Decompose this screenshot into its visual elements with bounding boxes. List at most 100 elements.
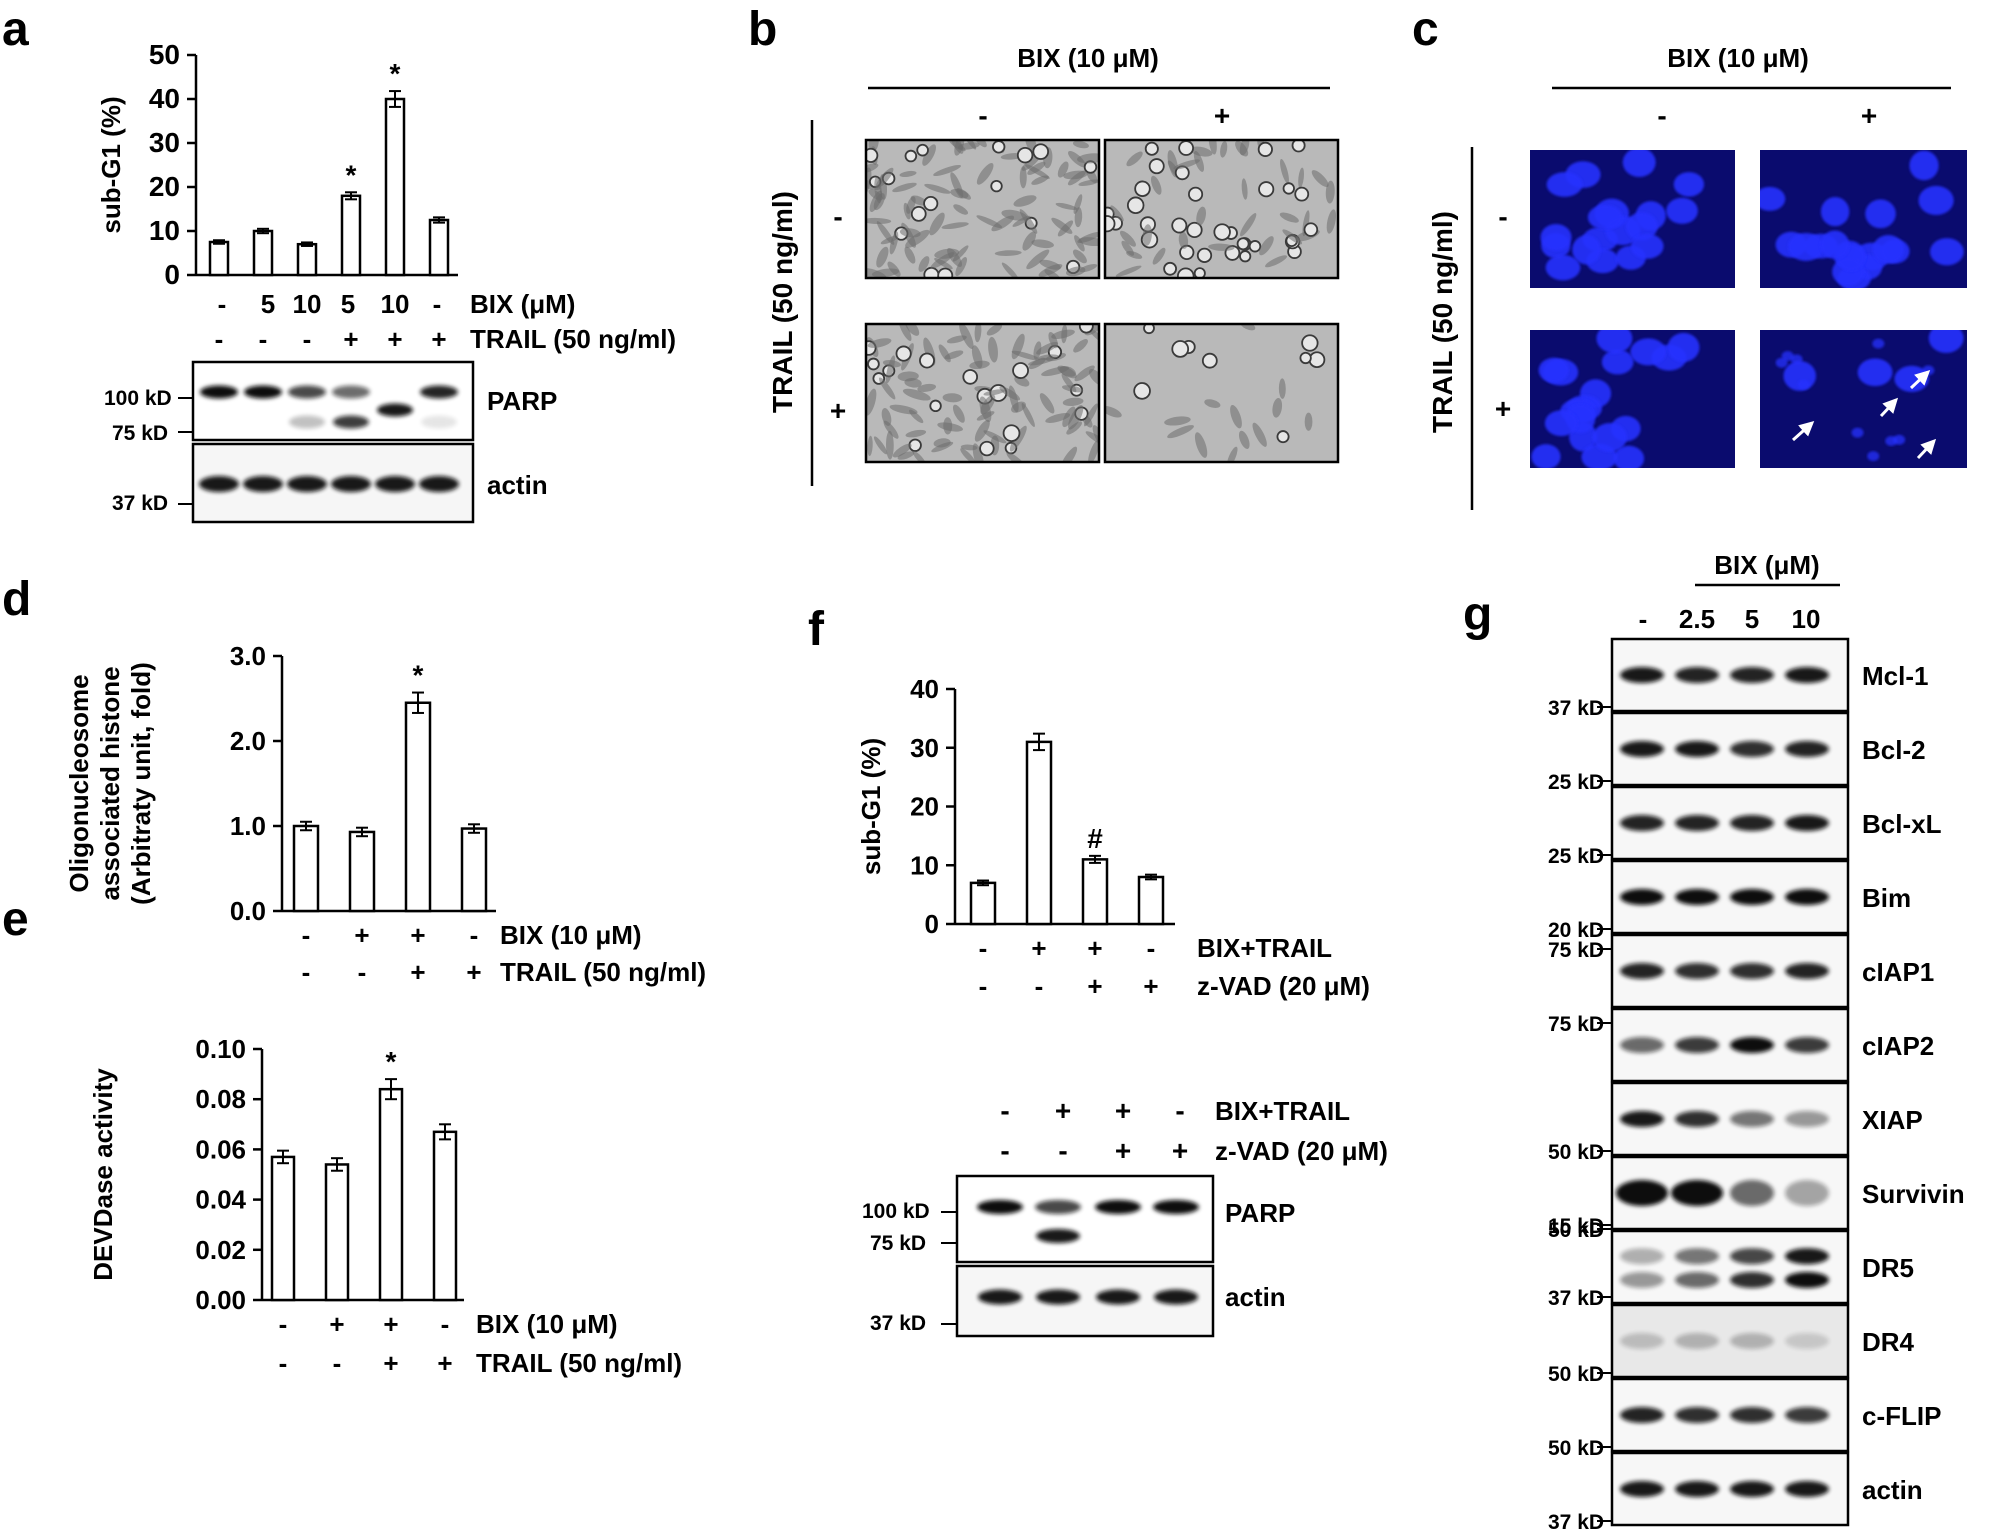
d-row2-value: - — [302, 957, 311, 987]
f-ytick-label: 20 — [910, 792, 939, 822]
e-bar — [324, 1163, 350, 1302]
f-bar — [1025, 740, 1053, 926]
e-ytick-label: 0.00 — [195, 1285, 246, 1315]
a-ylabel: sub-G1 (%) — [96, 96, 126, 233]
f-bar — [1137, 875, 1165, 926]
micrograph-cells — [866, 324, 1099, 462]
blot-band — [1730, 815, 1774, 831]
e-row1-value: + — [329, 1309, 344, 1339]
label-actin-a: actin — [487, 470, 548, 500]
f-bar — [1081, 858, 1109, 926]
g-marker: 37 kD — [1548, 1511, 1604, 1530]
panel-c-col-minus: - — [1657, 100, 1666, 131]
f-significance: # — [1087, 823, 1103, 854]
blot-band — [331, 476, 371, 492]
marker-37kd-f: 37 kD — [870, 1312, 926, 1335]
blot-band — [1675, 1248, 1719, 1265]
panel-letter-g: g — [1463, 588, 1492, 641]
d-bar — [460, 827, 488, 913]
blot-band — [1730, 741, 1774, 757]
blot-band — [1035, 1200, 1081, 1214]
blot-band — [1620, 1333, 1664, 1349]
g-marker: 50 kD — [1548, 1141, 1604, 1164]
d-ytick-label: 3.0 — [230, 641, 266, 671]
blot-band — [1036, 1229, 1080, 1243]
blot-band — [1620, 1407, 1664, 1423]
blot-parp-f — [955, 1174, 1215, 1264]
g-blot-label: Bim — [1862, 883, 1911, 913]
e-row2-value: + — [383, 1348, 398, 1378]
e-bar — [378, 1087, 404, 1302]
g-blot-label: actin — [1862, 1475, 1923, 1505]
blot-band — [1616, 1180, 1668, 1206]
panel-letter-a: a — [2, 3, 29, 56]
a-row2-value: - — [215, 324, 224, 354]
blot-band — [1785, 1037, 1829, 1053]
a-bar — [296, 242, 318, 277]
arrow-icon — [1791, 420, 1815, 442]
g-blot-label: cIAP1 — [1862, 957, 1934, 987]
d-ytick-label: 0.0 — [230, 896, 266, 926]
blot-band — [1675, 889, 1719, 905]
blot-band — [333, 415, 369, 429]
blot-band — [1730, 1111, 1774, 1127]
g-blot-label: Survivin — [1862, 1179, 1965, 1209]
panel-c-title: BIX (10 μM) — [1667, 43, 1809, 73]
arrow-icon — [1909, 369, 1931, 390]
g-marker: 37 kD — [1548, 697, 1604, 720]
blot-band — [1785, 1180, 1829, 1206]
blot-band — [1785, 1111, 1829, 1127]
label-parp-f: PARP — [1225, 1198, 1295, 1228]
e-row1-label: BIX (10 μM) — [476, 1309, 618, 1339]
e-bar — [432, 1130, 458, 1302]
f-row1-value: - — [1147, 933, 1156, 963]
e-ylabel: DEVDase activity — [88, 1068, 118, 1281]
a-bar — [252, 229, 274, 277]
nuclei — [1540, 150, 1705, 281]
panel-c: BIX (10 μM) - + TRAIL (50 ng/ml) - + — [1427, 43, 1967, 510]
blot-band — [289, 415, 325, 429]
blot-band — [1620, 815, 1664, 831]
e-ytick-label: 0.04 — [195, 1185, 246, 1215]
fluorescence-grid-c — [1530, 150, 1967, 468]
blot-band — [1036, 1289, 1080, 1305]
f-blot-row1-1: + — [1055, 1095, 1071, 1126]
f-blot-row2-0: - — [1000, 1135, 1009, 1166]
a-row1-label: BIX (μM) — [470, 289, 575, 319]
blot-band — [1620, 1037, 1664, 1053]
a-row2-value: + — [387, 324, 402, 354]
d-row2-value: + — [410, 957, 425, 987]
e-ytick-label: 0.08 — [195, 1084, 246, 1114]
a-bar — [208, 240, 230, 277]
blot-band — [199, 476, 239, 492]
f-blot-row1-3: - — [1175, 1095, 1184, 1126]
blot-band — [1730, 1180, 1774, 1206]
g-blot-label: XIAP — [1862, 1105, 1923, 1135]
blot-band — [1730, 889, 1774, 905]
f-blot-row2-3: + — [1172, 1135, 1188, 1166]
panel-b-side-label: TRAIL (50 ng/ml) — [767, 191, 798, 413]
blot-band — [1620, 889, 1664, 905]
panel-c-row-minus: - — [1498, 201, 1507, 232]
f-ylabel: sub-G1 (%) — [856, 738, 886, 875]
bands-a — [199, 385, 459, 492]
f-row2-value: + — [1087, 971, 1102, 1001]
micrograph-cells — [1105, 324, 1326, 462]
e-row2-value: - — [279, 1348, 288, 1378]
g-blot-label: cIAP2 — [1862, 1031, 1934, 1061]
g-marker: 25 kD — [1548, 771, 1604, 794]
a-row1-value: - — [433, 289, 442, 319]
blot-band — [1785, 963, 1829, 979]
panel-c-side-label: TRAIL (50 ng/ml) — [1427, 211, 1458, 433]
panel-b-row-plus: + — [830, 395, 846, 426]
e-ytick-label: 0.06 — [195, 1134, 246, 1164]
blot-band — [1620, 1111, 1664, 1127]
marker-37kd-a: 37 kD — [112, 492, 168, 515]
a-ytick-label: 0 — [164, 259, 180, 290]
f-ytick-label: 10 — [910, 850, 939, 880]
f-row1-value: - — [979, 933, 988, 963]
blot-band — [1675, 1037, 1719, 1053]
blot-band — [1730, 963, 1774, 979]
g-marker: 50 kD — [1548, 1363, 1604, 1386]
